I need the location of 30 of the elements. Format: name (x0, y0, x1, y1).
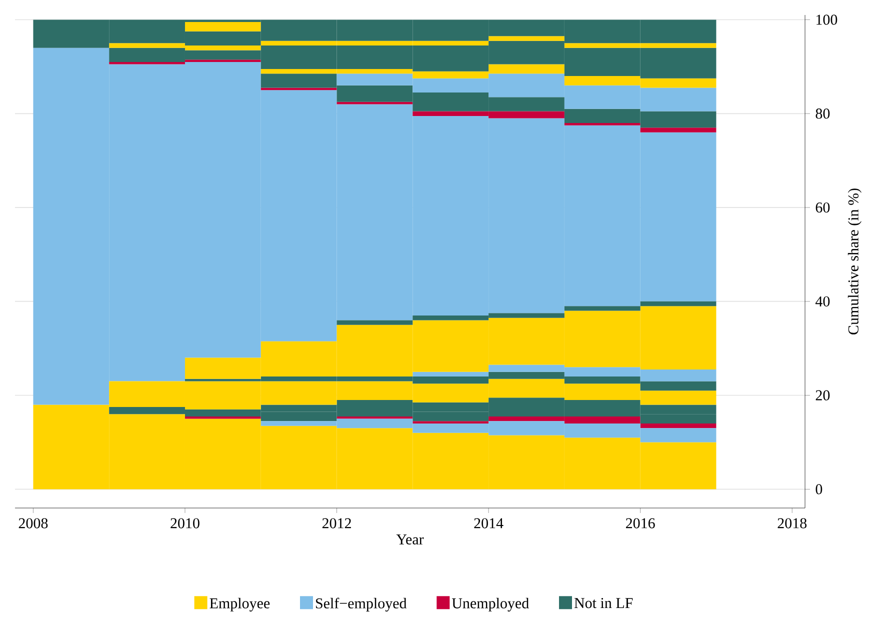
legend-label: Employee (210, 598, 270, 612)
bar (336, 320, 413, 325)
bar (184, 22, 261, 32)
x-tick-label: 2014 (474, 518, 504, 528)
y-tick-label: 60 (816, 202, 830, 213)
x-tick-label: 2008 (18, 518, 48, 528)
y-tick-label: 40 (815, 296, 830, 306)
legend-label: Self−employed (316, 598, 407, 612)
x-tick-label: 2016 (626, 518, 655, 528)
bar (564, 122, 640, 126)
x-tick-label: 2012 (322, 518, 351, 528)
legend-label: Unemployed (452, 598, 529, 612)
bar (640, 301, 716, 306)
bar (412, 372, 489, 377)
y-tick-label: 20 (816, 390, 830, 400)
legend-label: Not in LF (574, 598, 633, 608)
bar (564, 306, 640, 311)
bar (184, 416, 261, 419)
bar (488, 36, 564, 41)
y-axis-title: Cumulative share (in %) (848, 188, 862, 334)
y-tick-label: 100 (816, 14, 838, 25)
x-tick-label: 2018 (778, 518, 807, 528)
bar (109, 62, 185, 64)
bar (640, 128, 716, 132)
bar (640, 423, 716, 428)
bar (336, 416, 413, 419)
y-tick-label: 0 (816, 484, 822, 494)
x-tick-label: 2010 (170, 518, 200, 528)
x-axis-title: Year (396, 534, 424, 544)
y-tick-label: 80 (816, 108, 830, 119)
